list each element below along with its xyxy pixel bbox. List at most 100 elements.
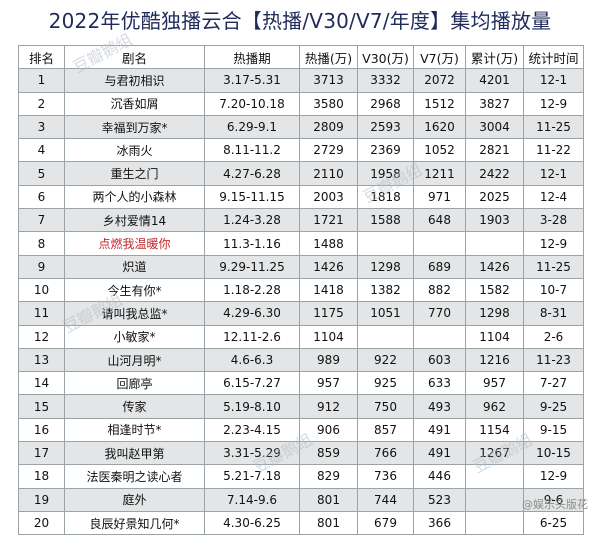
stat-time-cell: 11-23 xyxy=(523,347,584,373)
hot-cell: 801 xyxy=(299,510,358,535)
v7-cell: 882 xyxy=(413,277,466,303)
total-cell xyxy=(465,487,524,512)
table-row: 1 与君初相识 3.17-5.31 3713 3332 2072 4201 12-1 xyxy=(18,68,584,93)
table-row: 8 点燃我温暖你 11.3-1.16 1488 12-9 xyxy=(18,231,584,256)
rank-cell: 4 xyxy=(18,138,65,163)
stat-time-cell: 11-22 xyxy=(523,138,584,163)
v30-cell: 679 xyxy=(357,510,414,535)
rank-cell: 8 xyxy=(18,231,65,256)
hot-cell: 2809 xyxy=(299,114,358,140)
total-cell: 1154 xyxy=(465,417,524,443)
column-header: 热播期 xyxy=(204,44,300,70)
v7-cell: 689 xyxy=(413,254,466,279)
drama-name-cell: 乡村爱情14 xyxy=(64,208,205,233)
drama-name-cell: 幸福到万家* xyxy=(64,114,205,140)
table-row: 2 沉香如屑 7.20-10.18 3580 2968 1512 3827 12-9 xyxy=(18,91,584,116)
stat-time-cell: 12-9 xyxy=(523,464,584,489)
total-cell xyxy=(465,464,524,489)
stat-time-cell: 2-6 xyxy=(523,324,584,349)
hot-cell: 912 xyxy=(299,394,358,419)
period-cell: 5.21-7.18 xyxy=(204,464,300,489)
v7-cell: 633 xyxy=(413,371,466,396)
table-row: 9 炽道 9.29-11.25 1426 1298 689 1426 11-25 xyxy=(18,254,584,279)
total-cell: 4201 xyxy=(465,68,524,93)
hot-cell: 2110 xyxy=(299,161,358,186)
v30-cell xyxy=(357,324,414,349)
period-cell: 7.14-9.6 xyxy=(204,487,300,512)
drama-name-cell: 小敏家* xyxy=(64,324,205,349)
v30-cell: 1382 xyxy=(357,277,414,303)
v7-cell: 1052 xyxy=(413,138,466,163)
stat-time-cell: 9-6 xyxy=(523,487,584,512)
v30-cell: 922 xyxy=(357,347,414,373)
total-cell: 1426 xyxy=(465,254,524,279)
stat-time-cell: 10-15 xyxy=(523,441,584,466)
rank-cell: 19 xyxy=(18,487,65,512)
rank-cell: 12 xyxy=(18,324,65,349)
period-cell: 4.29-6.30 xyxy=(204,301,300,326)
drama-name-cell: 回廊亭 xyxy=(64,371,205,396)
v30-cell: 3332 xyxy=(357,68,414,93)
rank-cell: 2 xyxy=(18,91,65,116)
stat-time-cell: 12-1 xyxy=(523,68,584,93)
stat-time-cell: 9-15 xyxy=(523,417,584,443)
table-row: 11 请叫我总监* 4.29-6.30 1175 1051 770 1298 8-31 xyxy=(18,301,584,326)
v7-cell: 770 xyxy=(413,301,466,326)
drama-name-cell: 与君初相识 xyxy=(64,68,205,93)
table-row: 18 法医秦明之读心者 5.21-7.18 829 736 446 12-9 xyxy=(18,464,584,489)
period-cell: 5.19-8.10 xyxy=(204,394,300,419)
stat-time-cell: 11-25 xyxy=(523,114,584,140)
v7-cell: 493 xyxy=(413,394,466,419)
drama-name-cell: 两个人的小森林 xyxy=(64,184,205,210)
total-cell xyxy=(465,231,524,256)
v30-cell: 1818 xyxy=(357,184,414,210)
table-row: 10 今生有你* 1.18-2.28 1418 1382 882 1582 10-7 xyxy=(18,277,584,303)
period-cell: 2.23-4.15 xyxy=(204,417,300,443)
total-cell: 1582 xyxy=(465,277,524,303)
hot-cell: 1104 xyxy=(299,324,358,349)
period-cell: 6.29-9.1 xyxy=(204,114,300,140)
rank-cell: 18 xyxy=(18,464,65,489)
table-row: 17 我叫赵甲第 3.31-5.29 859 766 491 1267 10-15 xyxy=(18,441,584,466)
rank-cell: 10 xyxy=(18,277,65,303)
v30-cell: 1958 xyxy=(357,161,414,186)
v7-cell: 2072 xyxy=(413,68,466,93)
table-row: 14 回廊亭 6.15-7.27 957 925 633 957 7-27 xyxy=(18,371,584,396)
v30-cell: 925 xyxy=(357,371,414,396)
v30-cell: 1588 xyxy=(357,208,414,233)
total-cell: 3827 xyxy=(465,91,524,116)
stat-time-cell: 8-31 xyxy=(523,301,584,326)
drama-name-cell: 庭外 xyxy=(64,487,205,512)
total-cell: 2025 xyxy=(465,184,524,210)
drama-name-cell: 炽道 xyxy=(64,254,205,279)
hot-cell: 1426 xyxy=(299,254,358,279)
column-header: 统计时间 xyxy=(523,44,584,70)
drama-name-cell: 相逢时节* xyxy=(64,417,205,443)
hot-cell: 1175 xyxy=(299,301,358,326)
v30-cell: 766 xyxy=(357,441,414,466)
hot-cell: 859 xyxy=(299,441,358,466)
stat-time-cell: 11-25 xyxy=(523,254,584,279)
drama-name-cell: 点燃我温暖你 xyxy=(64,231,205,256)
period-cell: 8.11-11.2 xyxy=(204,138,300,163)
period-cell: 9.15-11.15 xyxy=(204,184,300,210)
rank-cell: 7 xyxy=(18,208,65,233)
drama-name-cell: 沉香如屑 xyxy=(64,91,205,116)
total-cell: 1298 xyxy=(465,301,524,326)
period-cell: 4.30-6.25 xyxy=(204,510,300,535)
drama-name-cell: 山河月明* xyxy=(64,347,205,373)
v30-cell: 2369 xyxy=(357,138,414,163)
stat-time-cell: 12-9 xyxy=(523,231,584,256)
table-header-row: 排名 剧名 热播期 热播(万) V30(万) V7(万) 累计(万) 统计时间 xyxy=(18,44,584,70)
stat-time-cell: 12-9 xyxy=(523,91,584,116)
stat-time-cell: 6-25 xyxy=(523,510,584,535)
column-header: V30(万) xyxy=(357,44,414,70)
hot-cell: 989 xyxy=(299,347,358,373)
v7-cell xyxy=(413,231,466,256)
v7-cell xyxy=(413,324,466,349)
drama-name-cell: 今生有你* xyxy=(64,277,205,303)
table-row: 3 幸福到万家* 6.29-9.1 2809 2593 1620 3004 11-25 xyxy=(18,114,584,140)
stat-time-cell: 12-1 xyxy=(523,161,584,186)
v30-cell: 2968 xyxy=(357,91,414,116)
weibo-credit: @娱乐头版花 xyxy=(522,498,588,511)
